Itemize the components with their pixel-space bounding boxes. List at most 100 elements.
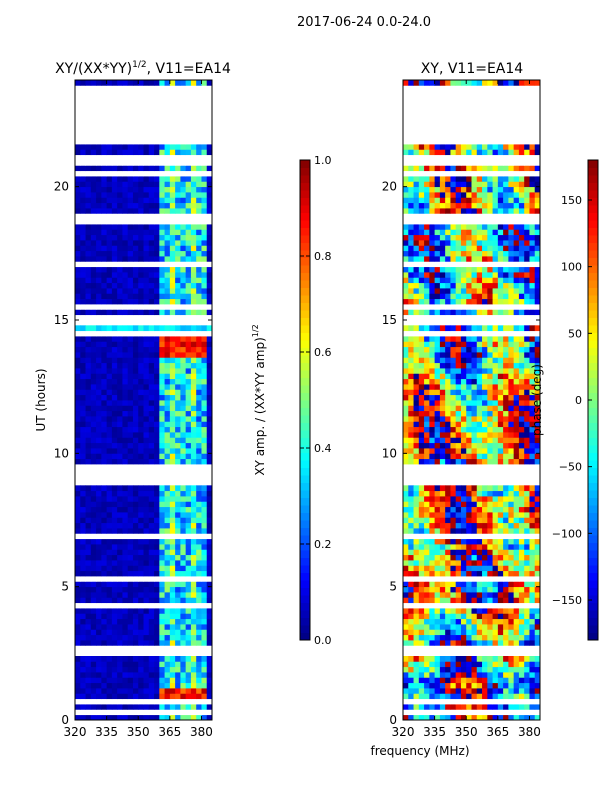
- amplitude-cell: [175, 533, 181, 540]
- amplitude-cell: [185, 437, 192, 444]
- amplitude-cell: [127, 197, 134, 204]
- phase-cell: [508, 602, 515, 609]
- amplitude-cell: [117, 549, 123, 556]
- phase-cell: [424, 576, 430, 582]
- phase-cell: [534, 714, 541, 721]
- amplitude-cell: [111, 261, 118, 268]
- amplitude-cell: [132, 416, 139, 422]
- phase-cell: [529, 693, 536, 700]
- phase-cell: [508, 496, 515, 502]
- phase-cell: [471, 522, 478, 529]
- phase-cell: [429, 288, 436, 294]
- amplitude-cell: [154, 656, 160, 662]
- amplitude-cell: [90, 149, 97, 156]
- amplitude-cell: [106, 373, 113, 380]
- phase-cell: [455, 613, 462, 620]
- phase-cell: [424, 677, 430, 684]
- phase-cell: [445, 410, 451, 417]
- amplitude-cell: [175, 154, 181, 161]
- amplitude-cell: [159, 597, 165, 604]
- amplitude-cell: [127, 624, 134, 630]
- amplitude-cell: [180, 373, 187, 380]
- colorbar-segment: [300, 512, 310, 521]
- amplitude-cell: [159, 666, 165, 673]
- phase-cell: [482, 352, 488, 358]
- phase-cell: [529, 288, 536, 294]
- amplitude-cell: [75, 522, 81, 529]
- amplitude-cell: [75, 698, 81, 705]
- amplitude-cell: [106, 634, 113, 641]
- amplitude-cell: [169, 624, 176, 630]
- amplitude-cell: [180, 330, 187, 337]
- amplitude-cell: [138, 592, 144, 598]
- amplitude-cell: [143, 453, 150, 460]
- colorbar-segment: [300, 407, 310, 416]
- phase-cell: [471, 688, 478, 694]
- amplitude-cell: [180, 170, 187, 177]
- phase-cell: [445, 693, 451, 700]
- amplitude-cell: [101, 229, 108, 236]
- phase-cell: [403, 288, 409, 294]
- amplitude-cell: [175, 501, 181, 508]
- phase-cell: [503, 517, 509, 524]
- phase-cell: [513, 442, 520, 449]
- phase-cell: [450, 666, 457, 673]
- phase-cell: [492, 506, 499, 513]
- phase-cell: [460, 336, 467, 342]
- phase-cell: [492, 453, 499, 460]
- amplitude-cell: [201, 490, 208, 497]
- amplitude-cell: [185, 544, 192, 550]
- amplitude-cell: [122, 709, 129, 716]
- phase-cell: [408, 330, 414, 337]
- amplitude-cell: [164, 506, 171, 513]
- amplitude-cell: [80, 240, 86, 246]
- phase-cell: [508, 325, 515, 332]
- phase-cell: [534, 298, 541, 305]
- phase-cell: [524, 677, 530, 684]
- phase-cell: [508, 597, 515, 604]
- amplitude-cell: [159, 538, 165, 545]
- amplitude-cell: [111, 250, 118, 257]
- phase-cell: [403, 602, 409, 609]
- phase-cell: [492, 256, 499, 262]
- amplitude-cell: [127, 277, 134, 284]
- amplitude-cell: [106, 298, 113, 305]
- phase-cell: [476, 400, 483, 406]
- phase-cell: [471, 501, 478, 508]
- amplitude-cell: [138, 208, 144, 214]
- phase-cell: [460, 416, 467, 422]
- phase-cell: [476, 240, 483, 246]
- amplitude-cell: [164, 661, 171, 668]
- amplitude-cell: [154, 602, 160, 609]
- phase-cell: [434, 410, 441, 417]
- phase-cell: [513, 490, 520, 497]
- amplitude-cell: [206, 144, 213, 150]
- phase-cell: [439, 544, 446, 550]
- amplitude-cell: [132, 581, 139, 588]
- amplitude-cell: [201, 432, 208, 438]
- amplitude-cell: [180, 592, 187, 598]
- amplitude-cell: [122, 586, 129, 593]
- amplitude-cell: [117, 506, 123, 513]
- amplitude-cell: [80, 581, 86, 588]
- phase-cell: [466, 538, 472, 545]
- amplitude-cell: [90, 634, 97, 641]
- phase-cell: [450, 245, 457, 252]
- phase-cell: [524, 661, 530, 668]
- amplitude-cell: [180, 576, 187, 582]
- amplitude-cell: [159, 282, 165, 289]
- amplitude-cell: [117, 224, 123, 230]
- phase-cell: [513, 512, 520, 518]
- amplitude-cell: [85, 570, 92, 577]
- amplitude-cell: [169, 218, 176, 225]
- amplitude-cell: [196, 613, 202, 620]
- amplitude-cell: [75, 400, 81, 406]
- amplitude-cell: [80, 149, 86, 156]
- amplitude-cell: [106, 533, 113, 540]
- amplitude-cell: [138, 394, 144, 401]
- amplitude-cell: [132, 181, 139, 188]
- amplitude-cell: [111, 458, 118, 465]
- amplitude-cell: [80, 352, 86, 358]
- amplitude-cell: [185, 688, 192, 694]
- amplitude-cell: [164, 682, 171, 689]
